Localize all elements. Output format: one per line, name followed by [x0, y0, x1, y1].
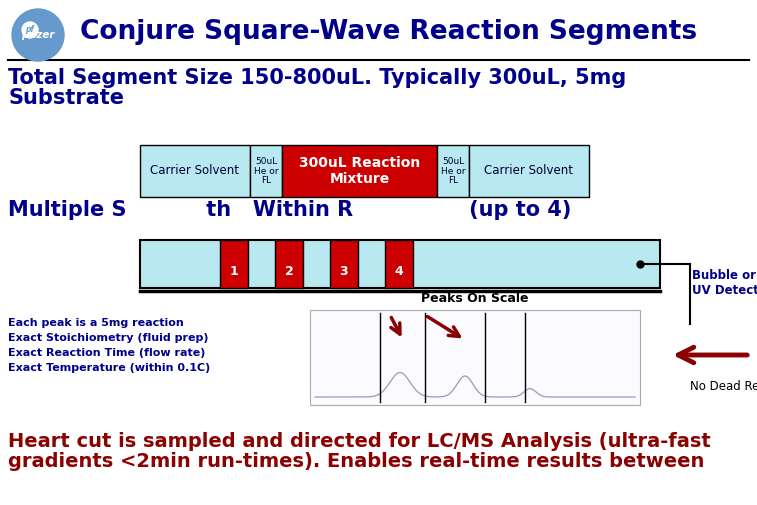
Bar — [469, 145, 589, 197]
Text: Substrate: Substrate — [8, 88, 124, 108]
Text: pf: pf — [26, 25, 34, 34]
Bar — [140, 145, 250, 197]
Text: Heart cut is sampled and directed for LC/MS Analysis (ultra-fast: Heart cut is sampled and directed for LC… — [8, 432, 711, 451]
Text: gradients <2min run-times). Enables real-time results between: gradients <2min run-times). Enables real… — [8, 452, 704, 471]
Bar — [282, 145, 437, 197]
Text: Exact Temperature (within 0.1C): Exact Temperature (within 0.1C) — [8, 363, 210, 373]
Text: Multiple S           th   Within R                (up to 4): Multiple S th Within R (up to 4) — [8, 200, 572, 220]
Bar — [220, 240, 248, 288]
Bar — [310, 310, 640, 405]
Text: 4: 4 — [394, 265, 403, 278]
Text: Exact Stoichiometry (fluid prep): Exact Stoichiometry (fluid prep) — [8, 333, 208, 343]
Circle shape — [12, 9, 64, 61]
Text: pfizer: pfizer — [21, 30, 55, 40]
Text: Total Segment Size 150-800uL. Typically 300uL, 5mg: Total Segment Size 150-800uL. Typically … — [8, 68, 626, 88]
Text: 50uL
He or
FL: 50uL He or FL — [441, 157, 466, 185]
Text: 3: 3 — [340, 265, 348, 278]
Bar — [437, 145, 469, 197]
Bar — [330, 240, 358, 288]
Text: 1: 1 — [229, 265, 238, 278]
Text: Peaks On Scale: Peaks On Scale — [421, 292, 528, 305]
Bar — [385, 240, 413, 288]
Text: 300uL Reaction
Mixture: 300uL Reaction Mixture — [299, 157, 420, 185]
Text: 2: 2 — [285, 265, 294, 278]
Text: Bubble or
UV Detection: Bubble or UV Detection — [692, 269, 757, 297]
Text: Carrier Solvent: Carrier Solvent — [484, 165, 574, 177]
Text: Each peak is a 5mg reaction: Each peak is a 5mg reaction — [8, 318, 184, 328]
Text: Carrier Solvent: Carrier Solvent — [151, 165, 239, 177]
Text: 50uL
He or
FL: 50uL He or FL — [254, 157, 279, 185]
Bar — [250, 145, 282, 197]
Text: Conjure Square-Wave Reaction Segments: Conjure Square-Wave Reaction Segments — [80, 19, 697, 45]
Text: No Dead Reckoning: No Dead Reckoning — [690, 380, 757, 393]
Text: Exact Reaction Time (flow rate): Exact Reaction Time (flow rate) — [8, 348, 205, 358]
Bar — [140, 240, 660, 288]
Circle shape — [22, 22, 38, 38]
Bar — [275, 240, 303, 288]
